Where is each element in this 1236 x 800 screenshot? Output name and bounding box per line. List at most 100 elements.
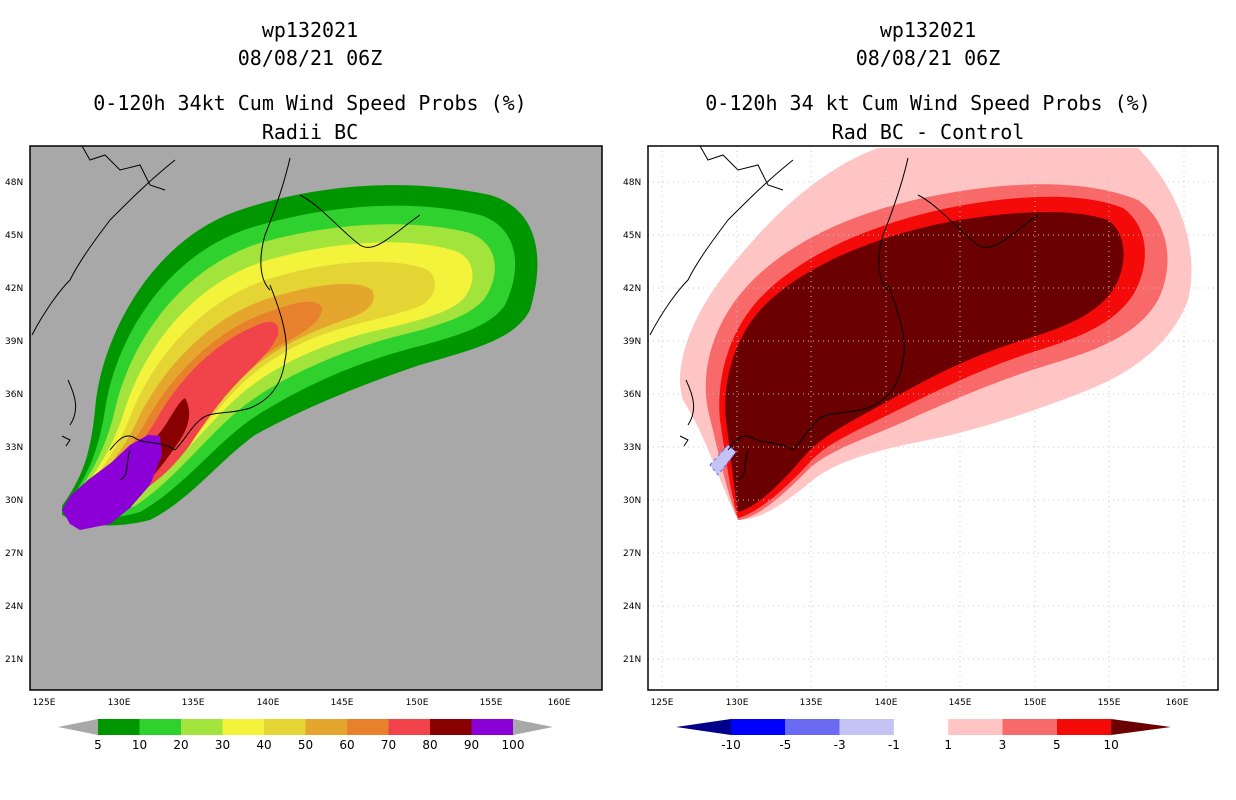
- left-probability-swath: [62, 185, 538, 530]
- colorbar-label: 50: [298, 738, 313, 752]
- lat-label: 27N: [623, 549, 641, 559]
- left-probability-map: 48N 45N 42N 39N 36N 33N 30N 27N 24N 21N …: [5, 145, 603, 708]
- left-colorbar-swatch: [264, 719, 306, 735]
- left-colorbar: 5 10 20 30 40 50 60 70 80 90 100: [58, 719, 553, 752]
- right-colorbar-swatch: [948, 719, 1003, 735]
- left-lon-axis: 125E 130E 135E 140E 145E 150E 155E 160E: [33, 698, 571, 708]
- lon-label: 125E: [33, 698, 56, 708]
- right-colorbar-swatch: [839, 719, 894, 735]
- lat-label: 33N: [5, 443, 23, 453]
- lat-label: 24N: [623, 602, 641, 612]
- colorbar-label: 90: [464, 738, 479, 752]
- right-colorbar-swatch: [731, 719, 786, 735]
- left-title: 0-120h 34kt Cum Wind Speed Probs (%): [93, 91, 527, 115]
- lat-label: 48N: [5, 178, 23, 188]
- left-colorbar-swatch: [181, 719, 223, 735]
- lat-label: 30N: [623, 496, 641, 506]
- right-contour-10: [725, 211, 1124, 512]
- lat-label: 33N: [623, 443, 641, 453]
- right-colorbar-swatch: [893, 719, 949, 735]
- colorbar-label: 60: [339, 738, 354, 752]
- left-date-line: 08/08/21 06Z: [237, 46, 383, 70]
- right-coastlines: [649, 146, 1039, 481]
- lon-label: 145E: [331, 698, 354, 708]
- lat-label: 27N: [5, 549, 23, 559]
- right-map-frame: [647, 145, 1219, 691]
- lat-label: 39N: [5, 337, 23, 347]
- right-difference-map: 48N 45N 42N 39N 36N 33N 30N 27N 24N 21N …: [623, 145, 1219, 708]
- colorbar-label: -1: [888, 738, 900, 752]
- left-colorbar-swatch: [305, 719, 347, 735]
- colorbar-label: 30: [215, 738, 230, 752]
- colorbar-label: 1: [944, 738, 952, 752]
- left-colorbar-swatch: [471, 719, 513, 735]
- left-colorbar-swatch: [98, 719, 140, 735]
- lon-label: 125E: [651, 698, 674, 708]
- lat-label: 21N: [623, 655, 641, 665]
- colorbar-label: 3: [999, 738, 1007, 752]
- colorbar-label: 40: [256, 738, 271, 752]
- lon-label: 155E: [480, 698, 503, 708]
- left-lat-axis: 48N 45N 42N 39N 36N 33N 30N 27N 24N 21N: [5, 178, 23, 665]
- colorbar-label: 5: [94, 738, 102, 752]
- colorbar-label: 10: [132, 738, 147, 752]
- lon-label: 155E: [1098, 698, 1121, 708]
- colorbar-label: 100: [502, 738, 525, 752]
- right-colorbar-low-arrow: [676, 719, 731, 735]
- lon-label: 135E: [182, 698, 205, 708]
- colorbar-label: 5: [1053, 738, 1061, 752]
- right-gridlines: [648, 146, 1218, 690]
- left-map-frame: [29, 145, 603, 691]
- right-difference-swath: [680, 148, 1192, 520]
- lat-label: 42N: [623, 284, 641, 294]
- lon-label: 150E: [406, 698, 429, 708]
- left-colorbar-low-arrow: [58, 719, 98, 735]
- lon-label: 160E: [1166, 698, 1189, 708]
- lon-label: 130E: [108, 698, 131, 708]
- right-id-line: wp132021: [879, 18, 977, 42]
- right-lat-axis: 48N 45N 42N 39N 36N 33N 30N 27N 24N 21N: [623, 178, 641, 665]
- colorbar-label: -5: [779, 738, 791, 752]
- left-id-line: wp132021: [261, 18, 359, 42]
- lon-label: 150E: [1024, 698, 1047, 708]
- left-contour-90: [62, 435, 162, 530]
- left-colorbar-swatch: [222, 719, 264, 735]
- colorbar-label: -10: [721, 738, 741, 752]
- colorbar-label: 10: [1103, 738, 1118, 752]
- right-negative-patch: [709, 444, 737, 476]
- left-coastlines: [31, 146, 421, 481]
- right-colorbar-labels: -10 -5 -3 -1 1 3 5 10: [721, 738, 1119, 752]
- lat-label: 48N: [623, 178, 641, 188]
- lat-label: 30N: [5, 496, 23, 506]
- left-colorbar-swatch: [139, 719, 181, 735]
- right-colorbar-swatch: [1056, 719, 1112, 735]
- lon-label: 130E: [726, 698, 749, 708]
- left-colorbar-labels: 5 10 20 30 40 50 60 70 80 90 100: [94, 738, 524, 752]
- right-date-line: 08/08/21 06Z: [855, 46, 1001, 70]
- left-colorbar-swatch: [430, 719, 472, 735]
- lat-label: 36N: [623, 390, 641, 400]
- right-colorbar-swatch: [785, 719, 840, 735]
- left-colorbar-swatch: [347, 719, 389, 735]
- right-colorbar-swatch: [1002, 719, 1057, 735]
- right-colorbar-high-arrow: [1111, 719, 1171, 735]
- lat-label: 21N: [5, 655, 23, 665]
- colorbar-label: 20: [173, 738, 188, 752]
- left-subtitle: Radii BC: [261, 120, 359, 144]
- right-lon-axis: 125E 130E 135E 140E 145E 150E 155E 160E: [651, 698, 1189, 708]
- lon-label: 135E: [800, 698, 823, 708]
- lon-label: 160E: [548, 698, 571, 708]
- lat-label: 36N: [5, 390, 23, 400]
- right-subtitle: Rad BC - Control: [831, 120, 1025, 144]
- colorbar-label: 70: [381, 738, 396, 752]
- right-colorbar: -10 -5 -3 -1 1 3 5 10: [676, 719, 1171, 752]
- colorbar-label: 80: [422, 738, 437, 752]
- lat-label: 39N: [623, 337, 641, 347]
- lon-label: 140E: [875, 698, 898, 708]
- left-colorbar-swatch: [388, 719, 430, 735]
- lat-label: 45N: [623, 231, 641, 241]
- lat-label: 42N: [5, 284, 23, 294]
- lon-label: 140E: [257, 698, 280, 708]
- lat-label: 24N: [5, 602, 23, 612]
- lat-label: 45N: [5, 231, 23, 241]
